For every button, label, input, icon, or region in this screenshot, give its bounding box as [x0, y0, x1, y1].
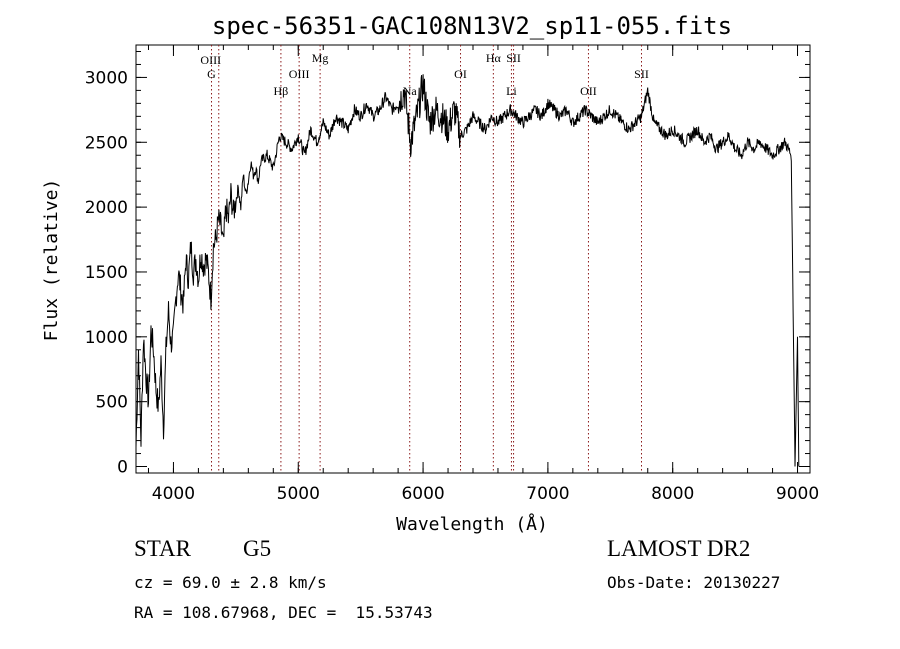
spectrum-chart: spec-56351-GAC108N13V2_sp11-055.fits 400… [41, 12, 819, 535]
x-tick-label: 7000 [526, 484, 569, 504]
spectral-line-label: G [207, 67, 216, 81]
y-tick-label: 1000 [85, 328, 128, 348]
y-tick-label: 1500 [85, 263, 128, 283]
y-tick-label: 3000 [85, 68, 128, 88]
x-tick-label: 4000 [152, 484, 195, 504]
coordinates: RA = 108.67968, DEC = 15.53743 [134, 603, 433, 622]
spectral-line-label: Hβ [274, 84, 289, 98]
y-axis-label: Flux (relative) [41, 179, 62, 342]
spectral-line-label: Hα [486, 51, 502, 65]
spectral-line-label: SII [634, 67, 649, 81]
y-tick-label: 0 [117, 458, 128, 478]
chart-title: spec-56351-GAC108N13V2_sp11-055.fits [212, 12, 732, 40]
plot-frame [135, 44, 811, 474]
spectral-line-label: SII [506, 51, 521, 65]
object-subclass: G5 [243, 536, 272, 561]
x-tick-label: 6000 [401, 484, 444, 504]
spectral-line-label: OI [454, 67, 467, 81]
spectral-line-label: OII [580, 84, 597, 98]
x-axis-label: Wavelength (Å) [396, 513, 548, 535]
x-tick-label: 8000 [651, 484, 694, 504]
spectral-line-label: OIII [289, 67, 310, 81]
object-class: STAR [134, 536, 191, 561]
spectral-line-label: Li [506, 84, 517, 98]
y-tick-label: 500 [96, 393, 128, 413]
spectrum-line [135, 74, 800, 467]
x-tick-label: 5000 [277, 484, 320, 504]
spectral-line-label: Mg [312, 51, 329, 65]
y-tick-label: 2500 [85, 133, 128, 153]
observation-date: Obs-Date: 20130227 [607, 573, 781, 592]
spectral-line-label: OIII [200, 53, 221, 67]
x-tick-label: 9000 [776, 484, 819, 504]
plot-area: 4000 5000 6000 7000 8000 9000 0 500 1000 1500 2000… [85, 44, 819, 504]
survey-name: LAMOST DR2 [607, 536, 751, 561]
redshift-velocity: cz = 69.0 ± 2.8 km/s [134, 573, 327, 592]
y-tick-label: 2000 [85, 198, 128, 218]
